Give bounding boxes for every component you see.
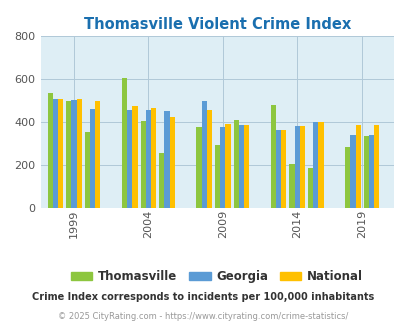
Bar [350,135,355,208]
Bar [294,126,299,208]
Bar [368,135,373,208]
Bar [151,108,156,208]
Bar [373,125,378,208]
Bar [243,125,249,208]
Legend: Thomasville, Georgia, National: Thomasville, Georgia, National [66,265,367,288]
Bar [66,101,71,208]
Bar [307,168,312,208]
Bar [206,110,211,208]
Text: © 2025 CityRating.com - https://www.cityrating.com/crime-statistics/: © 2025 CityRating.com - https://www.city… [58,313,347,321]
Bar [270,105,275,208]
Bar [196,127,201,208]
Bar [71,100,77,208]
Bar [201,101,206,208]
Bar [47,93,53,208]
Bar [233,120,238,208]
Bar [289,164,294,208]
Bar [215,145,220,208]
Bar [275,130,281,208]
Bar [355,125,360,208]
Bar [225,124,230,208]
Bar [90,109,95,208]
Bar [53,98,58,208]
Bar [122,78,127,208]
Bar [140,121,145,208]
Bar [164,112,169,208]
Text: Crime Index corresponds to incidents per 100,000 inhabitants: Crime Index corresponds to incidents per… [32,292,373,302]
Bar [169,117,175,208]
Bar [77,98,82,208]
Bar [220,127,225,208]
Bar [132,106,137,208]
Bar [344,147,350,208]
Bar [318,122,323,208]
Bar [145,110,151,208]
Bar [281,130,286,208]
Bar [159,153,164,208]
Bar [127,110,132,208]
Bar [85,132,90,208]
Bar [363,136,368,208]
Bar [299,126,304,208]
Bar [95,101,100,208]
Bar [58,98,63,208]
Title: Thomasville Violent Crime Index: Thomasville Violent Crime Index [83,17,350,32]
Bar [238,125,243,208]
Bar [312,122,318,208]
